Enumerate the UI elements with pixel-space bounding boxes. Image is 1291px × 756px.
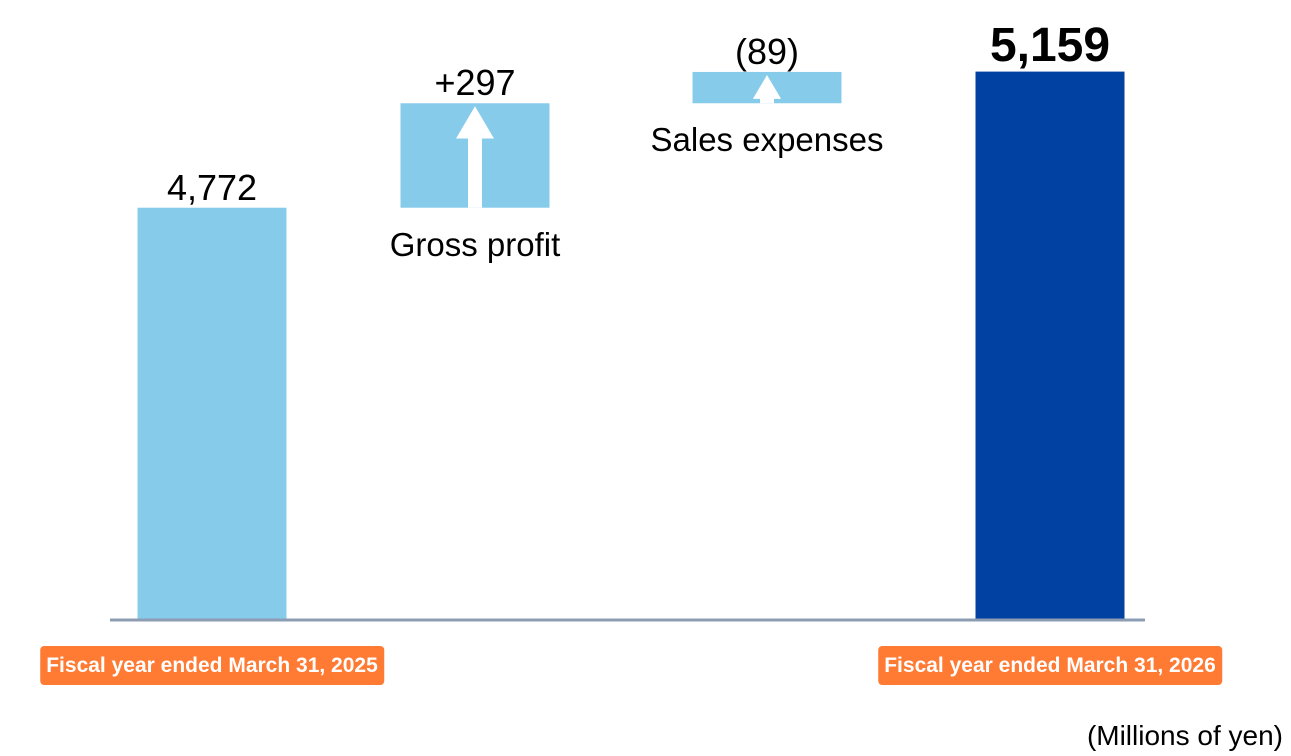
arrow-icon xyxy=(752,74,782,104)
category-label: Sales expenses xyxy=(650,121,884,159)
value-label: 5,159 xyxy=(989,18,1111,72)
value-label: 4,772 xyxy=(166,166,258,208)
arrow-icon xyxy=(456,106,494,208)
unit-note: (Millions of yen) xyxy=(1086,720,1283,751)
category-tag: Fiscal year ended March 31, 2026 xyxy=(878,646,1222,685)
category-tag: Fiscal year ended March 31, 2025 xyxy=(40,646,384,685)
bar xyxy=(137,207,287,621)
category-label: Gross profit xyxy=(389,225,561,263)
bar xyxy=(975,71,1125,621)
value-label: +297 xyxy=(434,62,516,104)
value-label: (89) xyxy=(734,30,800,72)
